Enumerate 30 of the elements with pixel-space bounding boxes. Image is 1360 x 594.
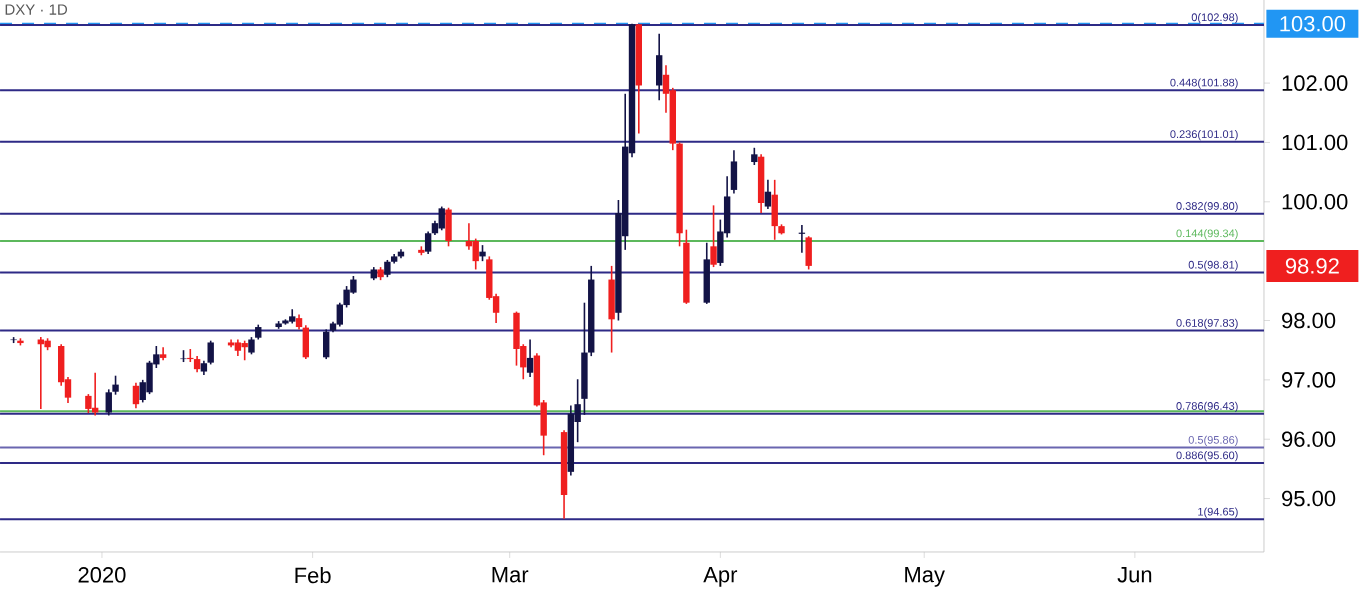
- x-tick-label: 2020: [78, 567, 126, 583]
- candlestick: [132, 382, 140, 410]
- y-tick-label: 102.00: [1282, 75, 1348, 91]
- candlestick: [764, 179, 772, 210]
- y-tick-label: 98.00: [1282, 312, 1336, 329]
- y-tick-label: 100.00: [1282, 194, 1348, 210]
- candlestick: [445, 206, 452, 248]
- candlestick: [323, 328, 330, 360]
- candlestick: [805, 235, 812, 271]
- candlestick: [241, 339, 248, 362]
- candlestick: [757, 153, 765, 214]
- text: 98.92: [1285, 258, 1339, 274]
- x-tick-label: Jun: [1117, 567, 1152, 583]
- candlestick: [608, 265, 615, 354]
- ref-line-label: 103.00: [1280, 15, 1346, 32]
- candlestick: [703, 241, 710, 305]
- candlestick: [771, 179, 778, 241]
- y-tick-label: 95.00: [1282, 490, 1336, 507]
- x-tick-label: Apr: [703, 567, 738, 587]
- y-tick-label: 96.00: [1282, 431, 1336, 447]
- x-tick-label: Feb: [295, 567, 331, 584]
- candlestick: [438, 205, 445, 232]
- x-tick-label: May: [905, 567, 945, 587]
- candlestick: [655, 33, 663, 102]
- y-tick-label: 101.00: [1282, 134, 1348, 151]
- candlestick: [526, 338, 534, 378]
- candlestick: [710, 204, 717, 268]
- candlestick: [37, 336, 45, 410]
- x-tick-label: Mar: [492, 567, 529, 583]
- y-tick-label: 97.00: [1282, 372, 1336, 388]
